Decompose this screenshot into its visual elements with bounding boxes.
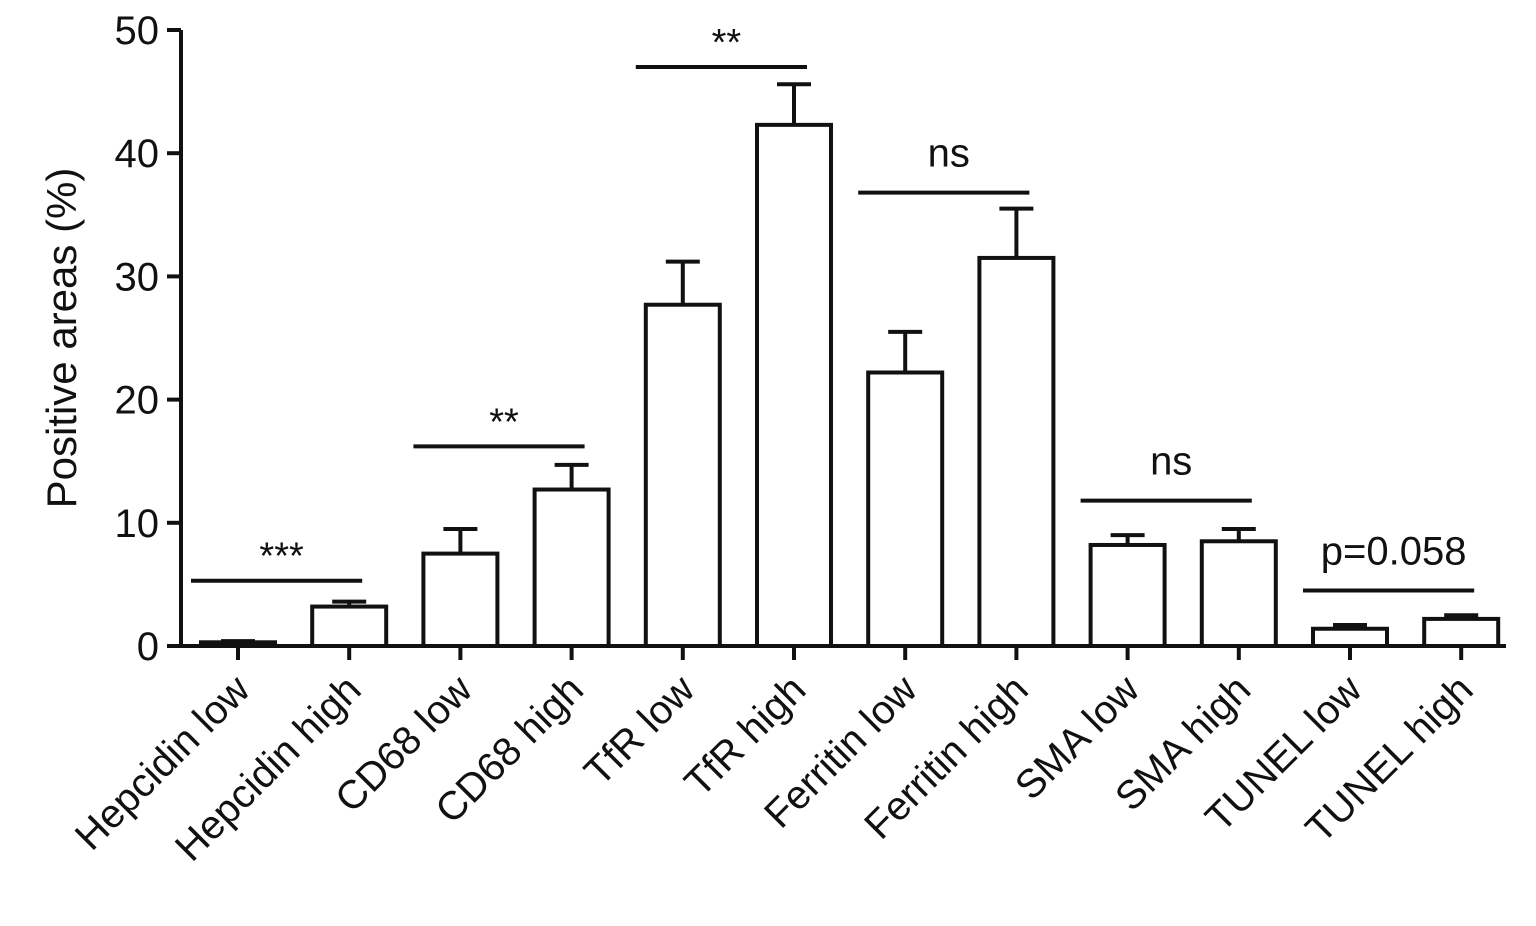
y-axis-label: Positive areas (%) [38,168,85,509]
bar [866,370,945,648]
significance-label: ** [712,22,742,64]
y-tick-label: 10 [115,502,160,546]
y-tick-label: 0 [137,625,159,669]
bar [1311,626,1389,649]
significance-label: ns [928,132,970,176]
bar [1199,539,1278,649]
bar [755,122,833,648]
bar [199,640,277,649]
bar [310,604,389,648]
bar [421,551,500,648]
bar [1422,616,1501,648]
significance-label: ** [489,401,519,443]
bar [643,302,722,648]
y-tick-label: 50 [115,9,160,53]
bar [977,255,1056,648]
bar [1088,542,1167,649]
y-tick-label: 20 [115,379,160,423]
significance-label: p=0.058 [1321,530,1467,574]
y-tick-label: 30 [115,255,160,299]
significance-label: ns [1150,440,1192,484]
y-tick-label: 40 [115,132,160,176]
bar [532,487,611,649]
significance-label: *** [259,536,304,578]
